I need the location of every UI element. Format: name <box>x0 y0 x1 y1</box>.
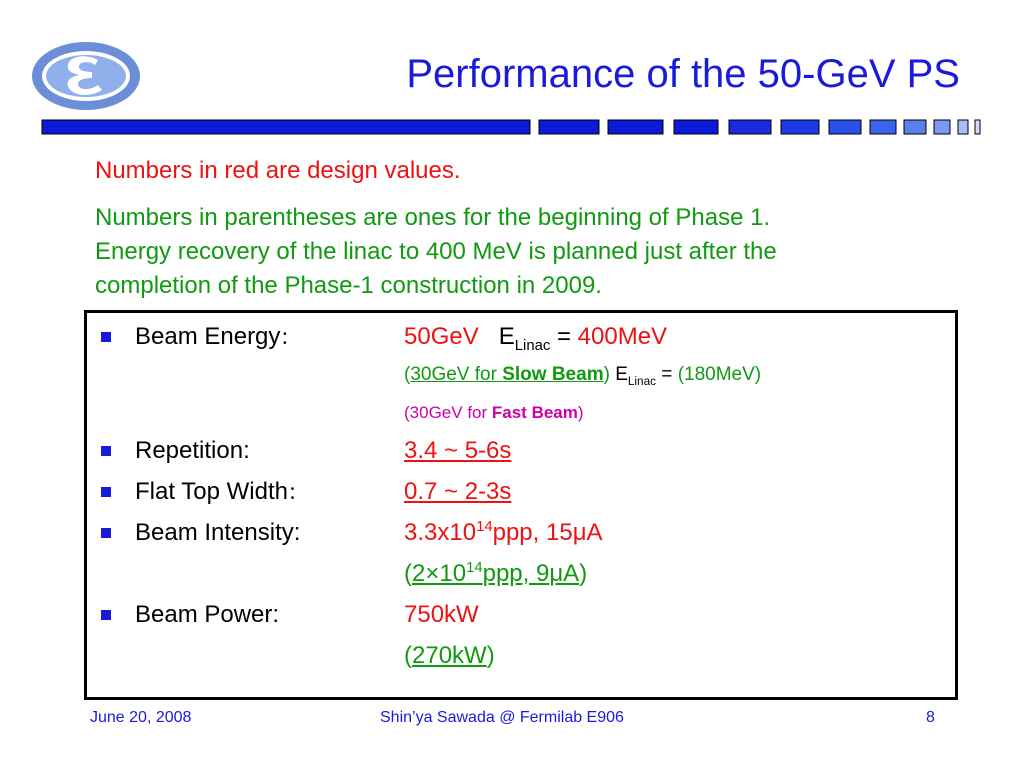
beam-intensity-label: Beam Intensity: <box>135 519 301 546</box>
beam-intensity-phase1-row: (2×1014ppp, 9μA) <box>87 556 947 592</box>
beam-energy-label: Beam Energy： <box>135 323 299 350</box>
beam-power-phase1-value: (270kW) <box>404 642 495 669</box>
beam-power-phase1-row: (270kW) <box>87 638 947 674</box>
bullet-icon <box>101 610 111 620</box>
kek-logo-icon <box>32 42 140 110</box>
parameters-box: Beam Energy： 50GeV ELinac = 400MeV (30Ge… <box>84 310 958 700</box>
flat-top-width-label: Flat Top Width： <box>135 478 306 505</box>
flat-top-width-value: 0.7 ~ 2-3s <box>404 478 512 505</box>
bullet-icon <box>101 487 111 497</box>
title-underline-bars <box>41 119 981 135</box>
beam-power-label: Beam Power: <box>135 601 280 628</box>
bullet-icon <box>101 528 111 538</box>
beam-intensity-phase1-value: (2×1014ppp, 9μA) <box>404 560 588 587</box>
beam-intensity-row: Beam Intensity: 3.3x1014ppp, 15μA <box>87 515 947 551</box>
beam-energy-fast-row: (30GeV for Fast Beam) <box>87 395 947 431</box>
beam-power-value: 750kW <box>404 601 479 628</box>
beam-energy-row: Beam Energy： 50GeV ELinac = 400MeV <box>87 319 947 355</box>
phase1-note: Numbers in parentheses are ones for the … <box>95 201 975 303</box>
beam-power-row: Beam Power: 750kW <box>87 597 947 633</box>
phase1-note-line: Energy recovery of the linac to 400 MeV … <box>95 238 777 265</box>
beam-energy-phase1-row: (30GeV for Slow Beam) ELinac = (180MeV) <box>87 357 947 393</box>
bullet-icon <box>101 332 111 342</box>
repetition-label: Repetition: <box>135 437 250 464</box>
slide-title: Performance of the 50-GeV PS <box>406 52 960 96</box>
repetition-value: 3.4 ~ 5-6s <box>404 437 512 464</box>
beam-energy-fast-value: (30GeV for Fast Beam) <box>404 403 584 422</box>
footer-date: June 20, 2008 <box>90 709 192 726</box>
beam-energy-value: 50GeV ELinac = 400MeV <box>404 323 668 354</box>
phase1-note-line: Numbers in parentheses are ones for the … <box>95 204 771 231</box>
beam-energy-phase1-value: (30GeV for Slow Beam) ELinac = (180MeV) <box>404 364 762 388</box>
bullet-icon <box>101 446 111 456</box>
design-values-note: Numbers in red are design values. <box>95 157 461 184</box>
beam-intensity-value: 3.3x1014ppp, 15μA <box>404 519 603 546</box>
flat-top-width-row: Flat Top Width： 0.7 ~ 2-3s <box>87 474 947 510</box>
footer-presenter: Shin’ya Sawada @ Fermilab E906 <box>380 709 624 726</box>
repetition-row: Repetition: 3.4 ~ 5-6s <box>87 433 947 469</box>
phase1-note-line: completion of the Phase-1 construction i… <box>95 272 602 299</box>
footer-page-number: 8 <box>926 709 935 726</box>
